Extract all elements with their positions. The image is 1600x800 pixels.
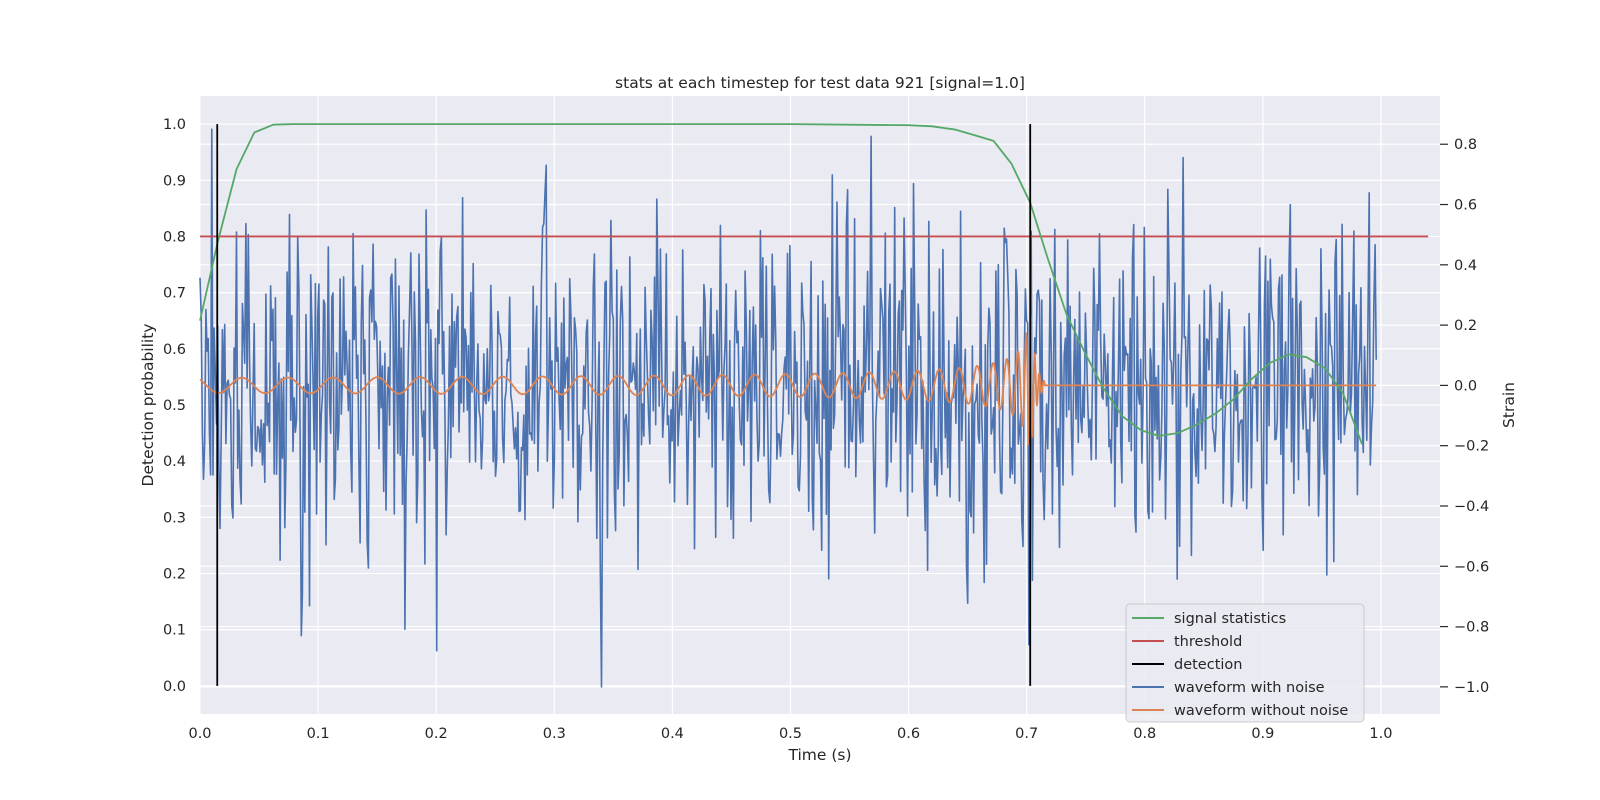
x-tick-label: 0.0 — [188, 726, 211, 742]
y-tick-label-left: 1.0 — [163, 117, 186, 133]
x-tick-label: 0.9 — [1251, 726, 1274, 742]
y-tick-label-right: −0.4 — [1454, 499, 1489, 515]
y-tick-label-right: 0.8 — [1454, 137, 1477, 153]
x-tick-label: 0.5 — [779, 726, 802, 742]
x-tick-label: 0.8 — [1133, 726, 1156, 742]
y-tick-label-right: 0.2 — [1454, 318, 1477, 334]
legend-entry-label: waveform without noise — [1174, 703, 1348, 719]
y-tick-label-left: 0.3 — [163, 510, 186, 526]
x-tick-label: 0.3 — [543, 726, 566, 742]
series-waveform-with-noise — [199, 128, 1377, 688]
y-tick-label-right: −1.0 — [1454, 680, 1489, 696]
y-axis-label-left: Detection probability — [139, 324, 157, 487]
axes: 0.0 0.1 0.2 0.3 0.4 0.5 0.6 0.7 0.8 0.9 1.0 0.0 0.1 0… — [163, 117, 1489, 742]
x-tick-label: 0.1 — [307, 726, 330, 742]
y-tick-label-right: 0.0 — [1454, 378, 1477, 394]
chart-title: stats at each timestep for test data 921… — [615, 74, 1025, 92]
x-tick-label: 1.0 — [1369, 726, 1392, 742]
series-waveform-without-noise — [199, 315, 1377, 446]
legend-entry-label: waveform with noise — [1174, 680, 1325, 696]
legend-entry-label: detection — [1174, 657, 1242, 673]
x-tick-label: 0.4 — [661, 726, 684, 742]
y-tick-label-left: 0.4 — [163, 454, 186, 470]
y-tick-label-left: 0.9 — [163, 173, 186, 189]
y-tick-label-right: −0.8 — [1454, 620, 1489, 636]
y-tick-label-right: 0.6 — [1454, 198, 1477, 214]
y-tick-label-left: 0.0 — [163, 679, 186, 695]
y-tick-label-right: −0.6 — [1454, 559, 1489, 575]
x-tick-label: 0.2 — [425, 726, 448, 742]
series-layer — [199, 123, 1429, 688]
legend: signal statistics threshold detection wavef… — [1125, 603, 1365, 723]
y-tick-label-left: 0.8 — [163, 229, 186, 245]
y-tick-label-left: 0.5 — [163, 398, 186, 414]
y-tick-label-left: 0.1 — [163, 623, 186, 639]
y-axis-label-right: Strain — [1500, 382, 1518, 428]
y-tick-label-right: 0.4 — [1454, 258, 1477, 274]
y-tick-label-left: 0.7 — [163, 286, 186, 302]
legend-box — [1125, 603, 1365, 723]
legend-entry-label: threshold — [1174, 634, 1242, 650]
y-tick-label-right: −0.2 — [1454, 439, 1489, 455]
x-axis-label: Time (s) — [787, 746, 851, 764]
y-tick-label-left: 0.2 — [163, 567, 186, 583]
y-tick-label-left: 0.6 — [163, 342, 186, 358]
x-tick-label: 0.6 — [897, 726, 920, 742]
x-tick-label: 0.7 — [1015, 726, 1038, 742]
legend-entry-label: signal statistics — [1174, 611, 1286, 627]
